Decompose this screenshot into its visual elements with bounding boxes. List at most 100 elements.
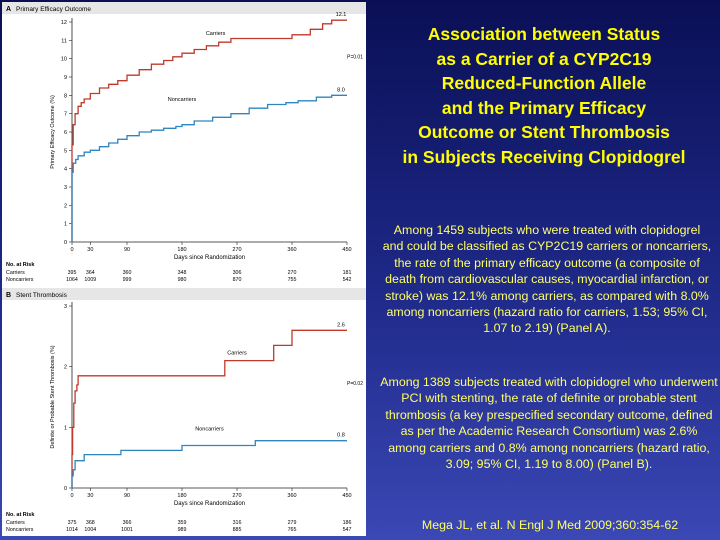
series-line-carriers bbox=[71, 19, 347, 242]
at-risk-value: 542 bbox=[343, 277, 352, 283]
at-risk-value: 1004 bbox=[84, 527, 96, 533]
p-value-label: P=0.02 bbox=[347, 381, 363, 387]
x-tick-label: 450 bbox=[342, 493, 351, 499]
at-risk-header: No. at Risk bbox=[6, 512, 35, 518]
at-risk-row-label: Noncarriers bbox=[6, 527, 34, 533]
x-tick-label: 30 bbox=[87, 247, 93, 253]
panel-letter: A bbox=[6, 6, 11, 13]
y-tick-label: 2 bbox=[64, 365, 67, 371]
at-risk-value: 306 bbox=[233, 270, 242, 276]
series-end-label: 0.8 bbox=[337, 433, 345, 439]
at-risk-header: No. at Risk bbox=[6, 262, 35, 268]
panel-title: Primary Efficacy Outcome bbox=[16, 6, 91, 13]
series-name-label: Noncarriers bbox=[168, 97, 197, 103]
at-risk-value: 547 bbox=[343, 527, 352, 533]
x-tick-label: 360 bbox=[287, 247, 296, 253]
at-risk-value: 999 bbox=[123, 277, 132, 283]
x-tick-label: 450 bbox=[342, 247, 351, 253]
at-risk-row-label: Noncarriers bbox=[6, 277, 34, 283]
y-tick-label: 4 bbox=[64, 167, 67, 173]
series-name-label: Carriers bbox=[206, 31, 226, 37]
at-risk-value: 870 bbox=[233, 277, 242, 283]
y-tick-label: 6 bbox=[64, 130, 67, 136]
at-risk-value: 186 bbox=[343, 520, 352, 526]
y-tick-label: 12 bbox=[61, 20, 67, 26]
at-risk-value: 366 bbox=[123, 520, 132, 526]
y-tick-label: 1 bbox=[64, 222, 67, 228]
panel-letter: B bbox=[6, 292, 11, 299]
title-line: Outcome or Stent Thrombosis bbox=[418, 122, 670, 142]
at-risk-row-label: Carriers bbox=[6, 270, 25, 276]
series-name-label: Carriers bbox=[227, 351, 247, 357]
x-tick-label: 90 bbox=[124, 247, 130, 253]
at-risk-value: 181 bbox=[343, 270, 352, 276]
y-axis-title: Definite or Probable Stent Thrombosis (%… bbox=[50, 345, 56, 448]
figure-svg: A Primary Efficacy Outcome012345678910111… bbox=[2, 2, 366, 533]
citation: Mega JL, et al. N Engl J Med 2009;360:35… bbox=[421, 518, 679, 532]
title-line: and the Primary Efficacy bbox=[441, 97, 647, 118]
title-line: in Subjects Receiving Clopidogrel bbox=[402, 146, 686, 167]
x-tick-label: 180 bbox=[177, 493, 186, 499]
at-risk-value: 1009 bbox=[84, 277, 96, 283]
x-axis-title: Days since Randomization bbox=[174, 501, 245, 507]
y-tick-label: 3 bbox=[64, 185, 67, 191]
panel-header-bar bbox=[2, 288, 366, 300]
title-line: as a Carrier of a CYP2C19 bbox=[436, 48, 652, 69]
y-tick-label: 8 bbox=[64, 93, 67, 99]
at-risk-value: 395 bbox=[68, 270, 77, 276]
at-risk-value: 364 bbox=[86, 270, 95, 276]
y-tick-label: 11 bbox=[61, 38, 67, 44]
series-line-carriers bbox=[71, 329, 347, 488]
summary-paragraph-panel-a: Among 1459 subjects who were treated wit… bbox=[382, 223, 712, 336]
x-axis-title: Days since Randomization bbox=[174, 255, 245, 261]
at-risk-row-label: Carriers bbox=[6, 520, 25, 526]
at-risk-value: 1014 bbox=[66, 527, 78, 533]
y-tick-label: 2 bbox=[64, 203, 67, 209]
series-end-label: 8.0 bbox=[337, 87, 345, 93]
kaplan-meier-figure: A Primary Efficacy Outcome 0 1 2 3 4 5 6 7 8 9 10 11 1… bbox=[2, 2, 366, 536]
panel-header-bar bbox=[2, 2, 366, 14]
x-tick-label: 360 bbox=[287, 493, 296, 499]
at-risk-value: 316 bbox=[233, 520, 242, 526]
x-tick-label: 270 bbox=[232, 247, 241, 253]
at-risk-value: 279 bbox=[288, 520, 297, 526]
y-tick-label: 10 bbox=[61, 57, 67, 63]
y-tick-label: 1 bbox=[64, 425, 67, 431]
at-risk-value: 765 bbox=[288, 527, 297, 533]
series-line-noncarriers bbox=[71, 440, 347, 488]
at-risk-value: 360 bbox=[123, 270, 132, 276]
title-line: Association between Status bbox=[427, 24, 661, 44]
at-risk-value: 270 bbox=[288, 270, 297, 276]
at-risk-value: 755 bbox=[288, 277, 297, 283]
y-tick-label: 0 bbox=[64, 486, 67, 492]
summary-paragraph-panel-b: Among 1389 subjects treated with clopido… bbox=[380, 375, 718, 472]
series-end-label: 12.1 bbox=[336, 12, 347, 18]
y-tick-label: 5 bbox=[64, 148, 67, 154]
y-tick-label: 0 bbox=[64, 240, 67, 246]
at-risk-value: 1064 bbox=[66, 277, 78, 283]
at-risk-value: 375 bbox=[68, 520, 77, 526]
x-tick-label: 90 bbox=[124, 493, 130, 499]
series-end-label: 2.6 bbox=[337, 322, 345, 328]
x-tick-label: 30 bbox=[87, 493, 93, 499]
at-risk-value: 348 bbox=[178, 270, 187, 276]
at-risk-value: 980 bbox=[178, 277, 187, 283]
at-risk-value: 1001 bbox=[121, 527, 133, 533]
at-risk-value: 368 bbox=[86, 520, 95, 526]
y-tick-label: 7 bbox=[64, 112, 67, 118]
at-risk-value: 885 bbox=[233, 527, 242, 533]
at-risk-value: 989 bbox=[178, 527, 187, 533]
y-tick-label: 3 bbox=[64, 304, 67, 310]
panel-title: Stent Thrombosis bbox=[16, 292, 68, 299]
series-line-noncarriers bbox=[71, 94, 347, 242]
x-tick-label: 180 bbox=[177, 247, 186, 253]
series-name-label: Noncarriers bbox=[195, 426, 224, 432]
y-tick-label: 9 bbox=[64, 75, 67, 81]
x-tick-label: 270 bbox=[232, 493, 241, 499]
at-risk-value: 359 bbox=[178, 520, 187, 526]
title-line: Reduced-Function Allele bbox=[441, 73, 647, 93]
x-tick-label: 0 bbox=[70, 493, 73, 499]
x-tick-label: 0 bbox=[70, 247, 73, 253]
y-axis-title: Primary Efficacy Outcome (%) bbox=[50, 95, 56, 169]
p-value-label: P=0.01 bbox=[347, 55, 363, 61]
